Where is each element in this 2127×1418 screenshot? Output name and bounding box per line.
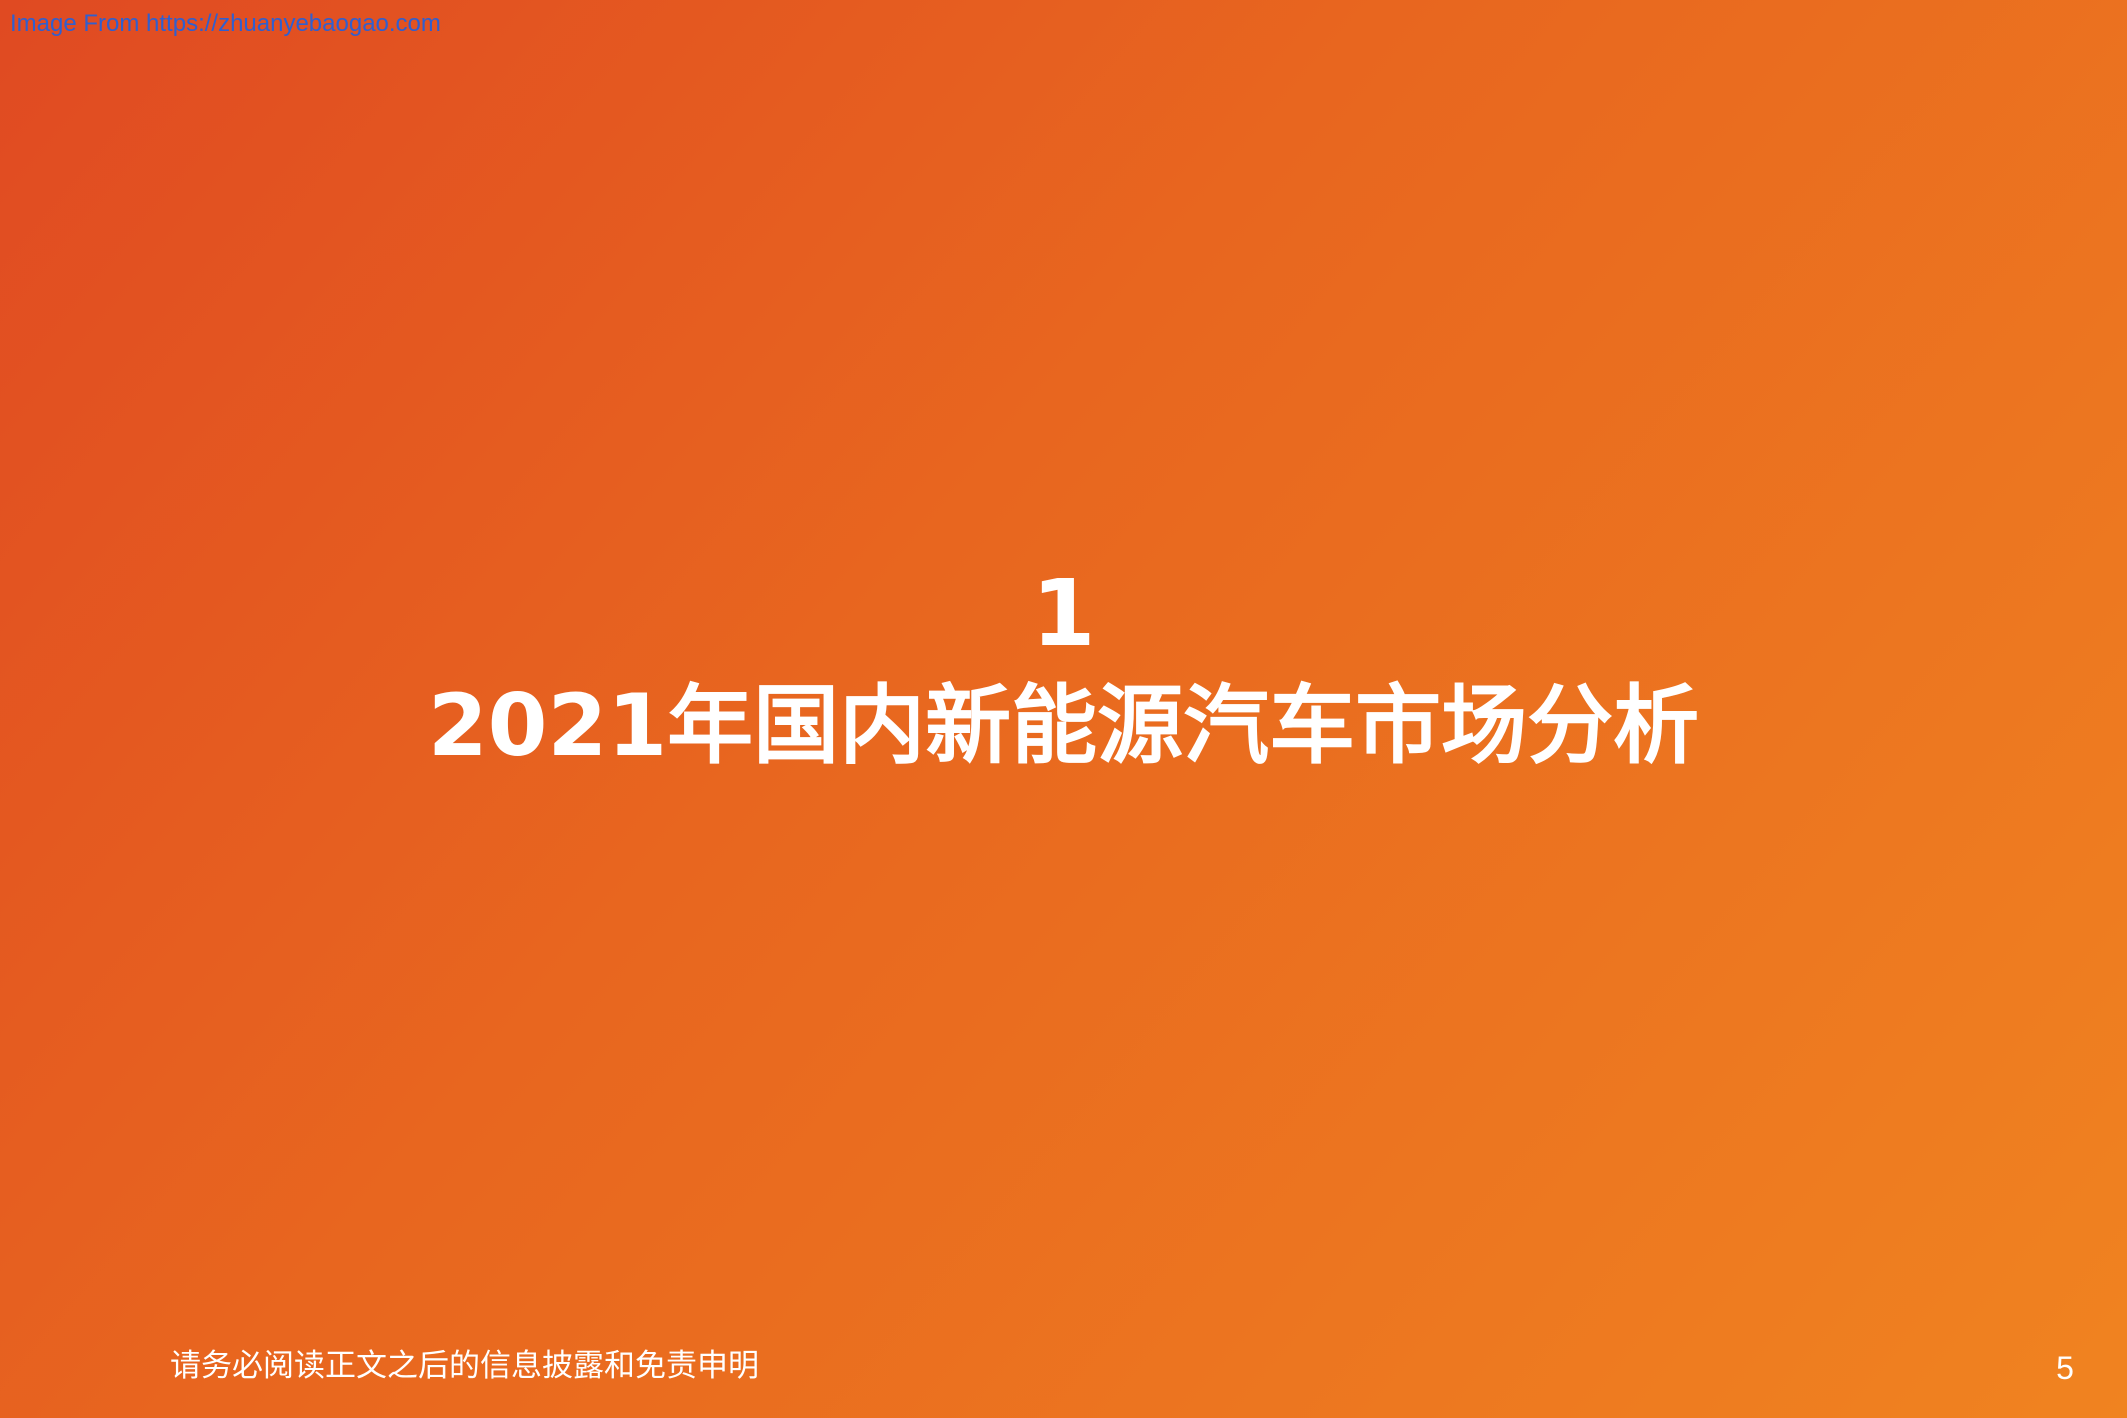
disclaimer-text: 请务必阅读正文之后的信息披露和免责申明 — [170, 1348, 759, 1384]
section-number: 1 — [1031, 560, 1096, 667]
watermark-link[interactable]: Image From https://zhuanyebaogao.com — [10, 10, 441, 37]
page-number: 5 — [2056, 1350, 2074, 1386]
section-title: 2021年国内新能源汽车市场分析 — [427, 676, 1700, 776]
